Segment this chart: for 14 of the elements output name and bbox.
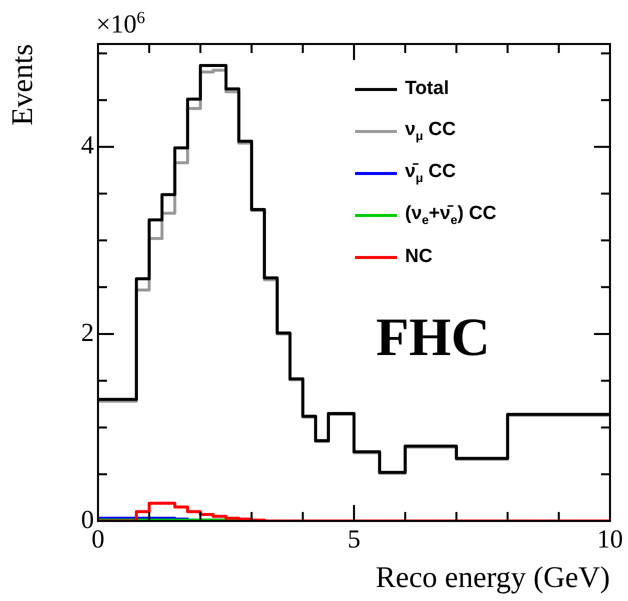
y-tick-label: 4 — [81, 130, 94, 160]
legend-label: ν̄$_{μ}$ CC — [405, 161, 456, 185]
x-tick-label: 5 — [348, 524, 360, 554]
annotation: FHC — [376, 306, 490, 368]
text: ×10$^{6}$ — [96, 8, 146, 40]
legend-label: (ν$_{e}$+ν̄$_{e}$) CC — [405, 203, 496, 227]
x-axis-title: Reco energy (GeV) — [376, 560, 610, 594]
y-tick-label: 0 — [81, 504, 94, 534]
legend-label: Total — [405, 78, 449, 100]
y-tick-label: 2 — [81, 318, 94, 347]
legend-label: NC — [405, 246, 432, 268]
x-tick-label: 10 — [597, 524, 623, 554]
y-axis-title: Events — [6, 44, 39, 126]
legend-label: ν$_{μ}$ CC — [405, 119, 456, 143]
